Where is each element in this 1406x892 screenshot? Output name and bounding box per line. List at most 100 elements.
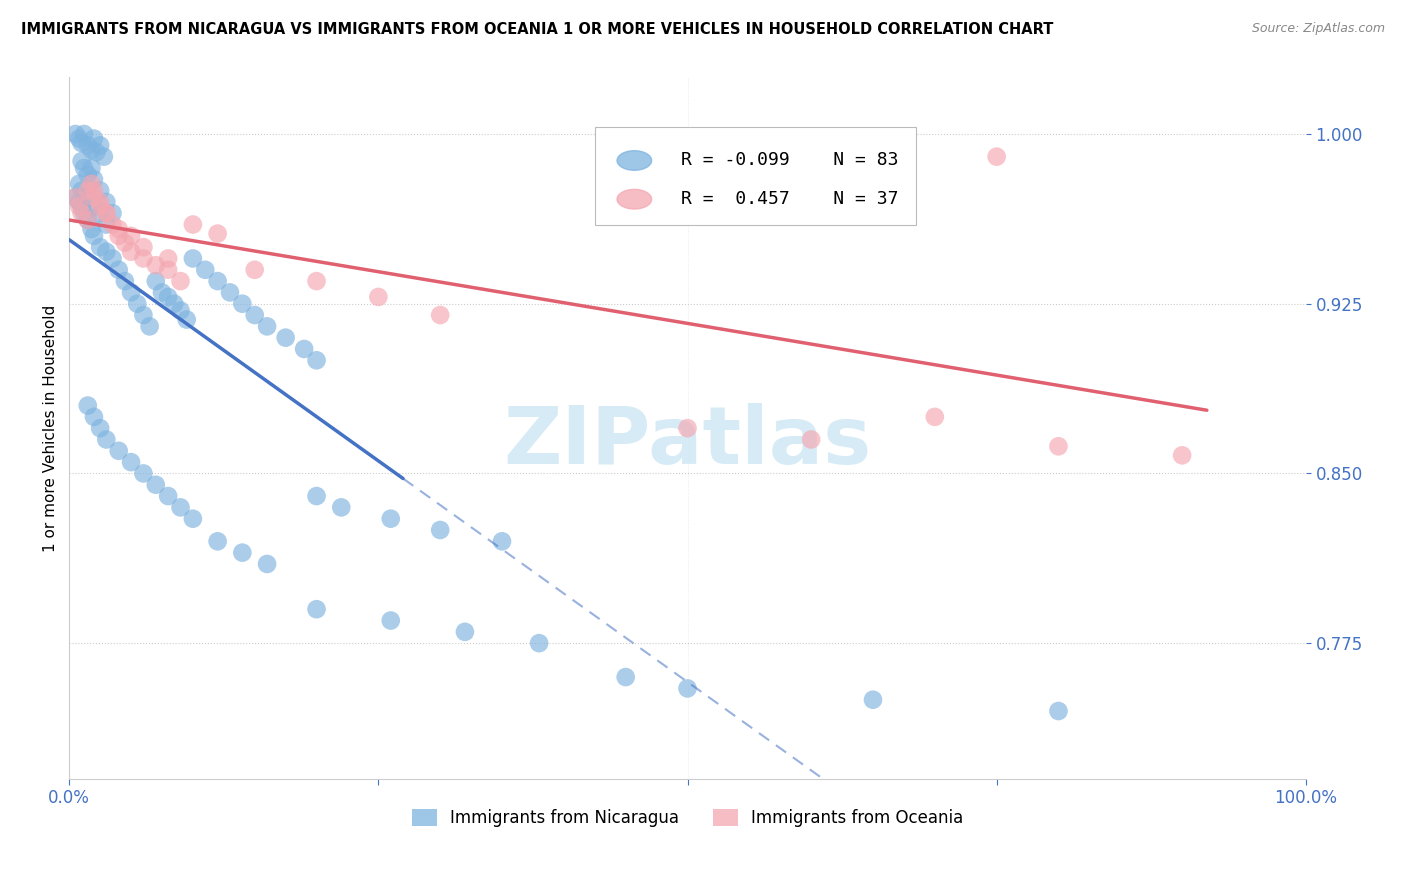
Point bbox=[429, 308, 451, 322]
Point bbox=[986, 150, 1008, 164]
Point bbox=[101, 218, 124, 232]
Point bbox=[305, 602, 328, 616]
Point bbox=[132, 252, 155, 266]
Point bbox=[231, 296, 253, 310]
Point bbox=[80, 177, 103, 191]
Point bbox=[120, 244, 142, 259]
Point bbox=[80, 222, 103, 236]
Point bbox=[127, 296, 149, 310]
Point bbox=[114, 274, 136, 288]
FancyBboxPatch shape bbox=[595, 127, 917, 225]
Point bbox=[256, 319, 278, 334]
Point bbox=[219, 285, 242, 300]
Point bbox=[96, 194, 118, 209]
Legend: Immigrants from Nicaragua, Immigrants from Oceania: Immigrants from Nicaragua, Immigrants fr… bbox=[405, 802, 970, 834]
Point bbox=[207, 274, 229, 288]
Point bbox=[83, 184, 105, 198]
Point bbox=[157, 489, 180, 503]
Point bbox=[169, 303, 191, 318]
Text: R =  0.457    N = 37: R = 0.457 N = 37 bbox=[682, 190, 898, 208]
Point bbox=[454, 624, 477, 639]
Point bbox=[176, 312, 198, 326]
Point bbox=[157, 262, 180, 277]
Point bbox=[83, 172, 105, 186]
Point bbox=[256, 557, 278, 571]
Point bbox=[80, 143, 103, 157]
Point bbox=[76, 168, 98, 182]
Point bbox=[96, 244, 118, 259]
Point bbox=[76, 190, 98, 204]
Point bbox=[107, 222, 129, 236]
Point bbox=[96, 206, 118, 220]
Point bbox=[243, 308, 266, 322]
Point bbox=[65, 190, 87, 204]
Point bbox=[305, 274, 328, 288]
Point bbox=[676, 421, 699, 435]
Point bbox=[380, 511, 402, 525]
Point bbox=[491, 534, 513, 549]
Point bbox=[181, 252, 204, 266]
Point bbox=[89, 421, 111, 435]
Point bbox=[207, 534, 229, 549]
Point bbox=[76, 399, 98, 413]
Point bbox=[330, 500, 353, 515]
Point bbox=[76, 184, 98, 198]
Point bbox=[96, 206, 118, 220]
Point bbox=[70, 154, 93, 169]
Point bbox=[80, 161, 103, 175]
Point bbox=[86, 145, 108, 160]
Point bbox=[107, 262, 129, 277]
Point bbox=[429, 523, 451, 537]
Point bbox=[107, 443, 129, 458]
Point bbox=[70, 136, 93, 150]
Point bbox=[65, 190, 87, 204]
Point bbox=[380, 614, 402, 628]
Point bbox=[70, 184, 93, 198]
Point bbox=[67, 131, 90, 145]
Point bbox=[132, 308, 155, 322]
Point bbox=[67, 177, 90, 191]
Text: Source: ZipAtlas.com: Source: ZipAtlas.com bbox=[1251, 22, 1385, 36]
Point bbox=[76, 138, 98, 153]
Point bbox=[157, 290, 180, 304]
Point bbox=[96, 218, 118, 232]
Point bbox=[93, 150, 115, 164]
Point bbox=[101, 252, 124, 266]
Point bbox=[274, 331, 297, 345]
Point bbox=[89, 184, 111, 198]
Point bbox=[96, 433, 118, 447]
Point bbox=[120, 455, 142, 469]
Point bbox=[145, 258, 167, 272]
Point bbox=[676, 681, 699, 696]
Point bbox=[67, 194, 90, 209]
Point bbox=[132, 467, 155, 481]
Point bbox=[83, 409, 105, 424]
Point bbox=[83, 190, 105, 204]
Circle shape bbox=[617, 151, 651, 170]
Point bbox=[145, 477, 167, 491]
Y-axis label: 1 or more Vehicles in Household: 1 or more Vehicles in Household bbox=[44, 304, 58, 552]
Point bbox=[800, 433, 823, 447]
Point bbox=[924, 409, 946, 424]
Point bbox=[194, 262, 217, 277]
Circle shape bbox=[617, 189, 651, 209]
Text: IMMIGRANTS FROM NICARAGUA VS IMMIGRANTS FROM OCEANIA 1 OR MORE VEHICLES IN HOUSE: IMMIGRANTS FROM NICARAGUA VS IMMIGRANTS … bbox=[21, 22, 1053, 37]
Point bbox=[169, 274, 191, 288]
Point bbox=[76, 213, 98, 227]
Point bbox=[73, 127, 96, 141]
Point bbox=[527, 636, 550, 650]
Point bbox=[89, 138, 111, 153]
Point bbox=[367, 290, 389, 304]
Point bbox=[132, 240, 155, 254]
Point bbox=[163, 296, 186, 310]
Point bbox=[70, 206, 93, 220]
Point bbox=[83, 131, 105, 145]
Point bbox=[89, 206, 111, 220]
Point bbox=[181, 511, 204, 525]
Point bbox=[138, 319, 160, 334]
Point bbox=[73, 161, 96, 175]
Point bbox=[65, 127, 87, 141]
Point bbox=[157, 252, 180, 266]
Point bbox=[83, 199, 105, 213]
Point bbox=[169, 500, 191, 515]
